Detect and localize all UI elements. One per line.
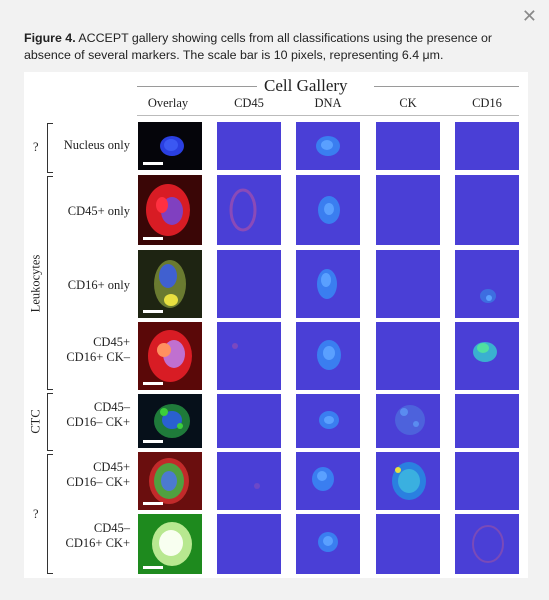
tile-nucleus-only-cd16: [455, 122, 519, 170]
scale-bar: [143, 382, 163, 385]
tile-cd45-only-dna: [296, 175, 360, 245]
scale-bar: [143, 440, 163, 443]
col-head-cd45: CD45: [234, 96, 264, 110]
row-label-4: CD45+ CD16+ CK–: [66, 335, 130, 364]
tile-cd45-cd16-overlay: [138, 322, 202, 390]
col-head-cd16: CD16: [472, 96, 502, 110]
tile-cd16-ck-cd45: [217, 514, 281, 574]
tile-cd45-cd16-dna: [296, 322, 360, 390]
tile-cd16-only-dna: [296, 250, 360, 318]
tile-cd16-ck-cd16: [455, 514, 519, 574]
tile-ctc-dna: [296, 394, 360, 448]
tile-cd45-ck-cd16: [455, 452, 519, 510]
caption-label: Figure 4.: [24, 31, 76, 45]
col-head-overlay: Overlay: [147, 96, 189, 110]
row-label-3: CD16+ only: [67, 278, 130, 292]
row-label-5: CD45– CD16– CK+: [66, 400, 130, 429]
tile-cd16-only-cd16: [455, 250, 519, 318]
tile-ctc-cd45: [217, 394, 281, 448]
tile-cd45-cd16-ck: [376, 322, 440, 390]
close-icon[interactable]: ✕: [521, 6, 537, 27]
tile-cd45-only-cd45: [217, 175, 281, 245]
tile-cd45-ck-ck: [376, 452, 440, 510]
tile-ctc-overlay: [138, 394, 202, 448]
tile-cd45-ck-cd45: [217, 452, 281, 510]
scale-bar: [143, 566, 163, 569]
figure-caption: Figure 4. ACCEPT gallery showing cells f…: [24, 30, 529, 64]
tile-cd45-cd16-cd16: [455, 322, 519, 390]
group-label-leukocytes: Leukocytes: [28, 254, 43, 313]
tile-cd45-only-ck: [376, 175, 440, 245]
tile-nucleus-only-dna: [296, 122, 360, 170]
group-label-unclassified-bottom: ?: [33, 507, 39, 521]
header-rule: [137, 115, 519, 116]
tile-nucleus-only-cd45: [217, 122, 281, 170]
row-label-6: CD45+ CD16– CK+: [66, 460, 130, 489]
tile-cd45-only-overlay: [138, 175, 202, 245]
bracket-ctc: [47, 393, 53, 451]
group-label-ctc: CTC: [28, 409, 43, 434]
gallery-title: Cell Gallery: [264, 76, 348, 95]
tile-cd45-ck-overlay: [138, 452, 202, 510]
tile-cd16-ck-overlay: [138, 514, 202, 574]
tile-cd16-only-cd45: [217, 250, 281, 318]
scale-bar: [143, 162, 163, 165]
row-label-7: CD45– CD16+ CK+: [65, 521, 130, 550]
tile-cd16-ck-dna: [296, 514, 360, 574]
tile-cd16-ck-ck: [376, 514, 440, 574]
tile-cd45-cd16-cd45: [217, 322, 281, 390]
tile-ctc-ck: [376, 394, 440, 448]
group-label-unclassified-top: ?: [33, 140, 39, 154]
scale-bar: [143, 502, 163, 505]
title-rule-right: [374, 86, 519, 87]
tile-cd45-only-cd16: [455, 175, 519, 245]
bracket-unclassified-bottom: [47, 454, 53, 574]
title-rule-left: [137, 86, 257, 87]
caption-text: ACCEPT gallery showing cells from all cl…: [24, 31, 493, 62]
scale-bar: [143, 310, 163, 313]
tile-cd16-only-overlay: [138, 250, 202, 318]
bracket-leukocytes: [47, 176, 53, 390]
scale-bar: [143, 237, 163, 240]
row-label-2: CD45+ only: [67, 204, 130, 218]
tile-cd16-only-ck: [376, 250, 440, 318]
tile-ctc-cd16: [455, 394, 519, 448]
col-head-dna: DNA: [314, 96, 342, 110]
bracket-unclassified-top: [47, 123, 53, 173]
tile-cd45-ck-dna: [296, 452, 360, 510]
col-head-ck: CK: [399, 96, 417, 110]
row-label-1: Nucleus only: [63, 138, 130, 152]
tile-nucleus-only-ck: [376, 122, 440, 170]
